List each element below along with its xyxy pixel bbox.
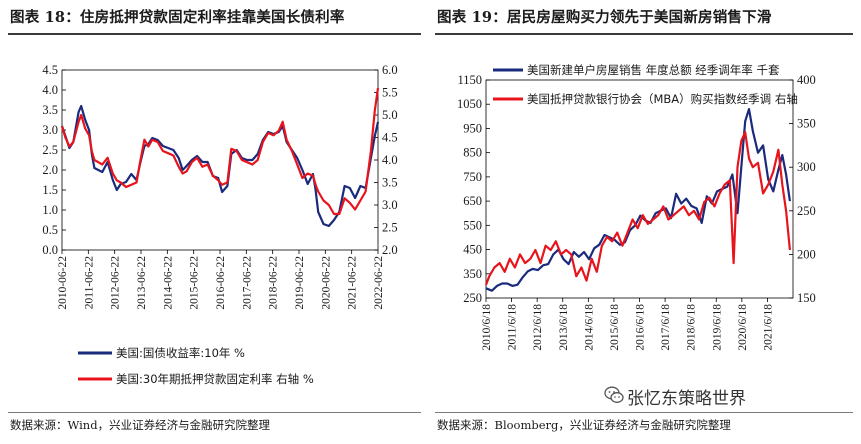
left-y-tick-label: 650 bbox=[463, 194, 482, 208]
left-y-tick-label: 550 bbox=[463, 218, 482, 232]
x-tick-label: 2020-06-22 bbox=[320, 256, 332, 310]
left-source: 数据来源：Wind，兴业证券经济与金融研究院整理 bbox=[10, 418, 271, 432]
right-chart: 250 350 450 550 650 750 850 950 1050 1150 150 200 25… bbox=[457, 63, 816, 351]
left-y-tick-label: 1.5 bbox=[42, 183, 58, 197]
x-tick-label: 2018-06-22 bbox=[268, 256, 280, 310]
left-y-tick-label: 1150 bbox=[457, 73, 482, 87]
left-y-tick-label: 3.5 bbox=[42, 103, 58, 117]
right-y-tick-label: 150 bbox=[797, 291, 816, 305]
right-y-tick-label: 200 bbox=[797, 247, 816, 261]
x-tick-label: 2015/6/18 bbox=[609, 304, 621, 351]
left-y-tick-label: 750 bbox=[463, 170, 482, 184]
left-source-rule bbox=[8, 412, 421, 413]
x-tick-label: 2013/6/18 bbox=[558, 304, 570, 351]
x-tick-label: 2013-06-22 bbox=[136, 256, 148, 310]
x-tick-label: 2012/6/18 bbox=[532, 304, 544, 351]
x-tick-label: 2018/6/18 bbox=[686, 304, 698, 351]
right-y-tick-label: 400 bbox=[797, 73, 816, 87]
right-y-tick-label: 4.5 bbox=[382, 131, 398, 145]
x-tick-label: 2017-06-22 bbox=[241, 256, 253, 310]
left-y-tick-label: 1050 bbox=[457, 97, 482, 111]
x-tick-label: 2014-06-22 bbox=[162, 256, 174, 310]
x-tick-label: 2016/6/18 bbox=[635, 304, 647, 351]
x-tick-label: 2012-06-22 bbox=[110, 256, 122, 310]
x-tick-label: 2011-06-22 bbox=[83, 256, 95, 309]
left-y-tick-label: 2.0 bbox=[42, 163, 58, 177]
right-y-tick-label: 250 bbox=[797, 204, 816, 218]
x-tick-label: 2015-06-22 bbox=[189, 256, 201, 310]
left-chart: 0.0 0.5 1.0 1.5 2.0 2.5 3.0 3.5 4.0 4.5 2.0 2.5 3.0 3… bbox=[42, 63, 398, 386]
right-y-tick-label: 350 bbox=[797, 117, 816, 131]
right-title-rule bbox=[435, 33, 853, 35]
left-y-tick-label: 0.0 bbox=[42, 243, 58, 257]
left-y-tick-label: 450 bbox=[463, 243, 482, 257]
left-y-tick-label: 4.5 bbox=[42, 63, 58, 77]
left-chart-title: 图表 18：住房抵押贷款固定利率挂靠美国长债利率 bbox=[10, 9, 345, 26]
legend-label-2: 美国:30年期抵押贷款固定利率 右轴 % bbox=[116, 372, 314, 386]
right-source: 数据来源：Bloomberg，兴业证券经济与金融研究院整理 bbox=[437, 418, 731, 432]
x-tick-label: 2014/6/18 bbox=[583, 304, 595, 351]
series-line-2 bbox=[60, 87, 380, 216]
left-title-rule bbox=[8, 33, 421, 35]
right-y-tick-label: 3.0 bbox=[382, 198, 398, 212]
series-line-2 bbox=[484, 131, 791, 286]
right-y-tick-label: 4.0 bbox=[382, 153, 398, 167]
left-y-tick-label: 0.5 bbox=[42, 223, 58, 237]
legend-label-1: 美国新建单户房屋销售 年度总额 经季调年率 千套 bbox=[527, 63, 780, 77]
right-source-rule bbox=[435, 412, 853, 413]
right-chart-title: 图表 19：居民房屋购买力领先于美国新房销售下滑 bbox=[437, 9, 772, 26]
x-tick-label: 2017/6/18 bbox=[660, 304, 672, 351]
x-tick-label: 2021/6/18 bbox=[762, 304, 774, 351]
left-y-tick-label: 250 bbox=[463, 291, 482, 305]
right-y-tick-label: 5.0 bbox=[382, 108, 398, 122]
x-tick-label: 2010/6/18 bbox=[481, 304, 493, 351]
right-y-tick-label: 5.5 bbox=[382, 86, 398, 100]
left-y-tick-label: 950 bbox=[463, 121, 482, 135]
x-tick-label: 2021-06-22 bbox=[347, 256, 359, 310]
x-tick-label: 2019-06-22 bbox=[294, 256, 306, 310]
right-y-tick-label: 3.5 bbox=[382, 176, 398, 190]
x-tick-label: 2010-06-22 bbox=[57, 256, 69, 310]
x-tick-label: 2022-06-22 bbox=[373, 256, 385, 310]
wechat-icon bbox=[604, 386, 624, 403]
x-tick-label: 2019/6/18 bbox=[711, 304, 723, 351]
x-tick-label: 2011/6/18 bbox=[507, 304, 519, 350]
left-y-tick-label: 350 bbox=[463, 267, 482, 281]
right-y-tick-label: 300 bbox=[797, 160, 816, 174]
x-tick-label: 2020/6/18 bbox=[737, 304, 749, 351]
watermark-text: 张忆东策略世界 bbox=[627, 389, 746, 409]
legend-label-1: 美国:国债收益率:10年 % bbox=[116, 346, 245, 360]
left-y-tick-label: 2.5 bbox=[42, 143, 58, 157]
x-tick-label: 2016-06-22 bbox=[215, 256, 227, 310]
legend-label-2: 美国抵押贷款银行协会（MBA）购买指数经季调 右轴 bbox=[527, 92, 798, 106]
right-y-tick-label: 2.5 bbox=[382, 221, 398, 235]
left-y-tick-label: 850 bbox=[463, 146, 482, 160]
left-y-tick-label: 3.0 bbox=[42, 123, 58, 137]
left-y-tick-label: 1.0 bbox=[42, 203, 58, 217]
right-y-tick-label: 2.0 bbox=[382, 243, 398, 257]
left-y-tick-label: 4.0 bbox=[42, 83, 58, 97]
right-y-tick-label: 6.0 bbox=[382, 63, 398, 77]
